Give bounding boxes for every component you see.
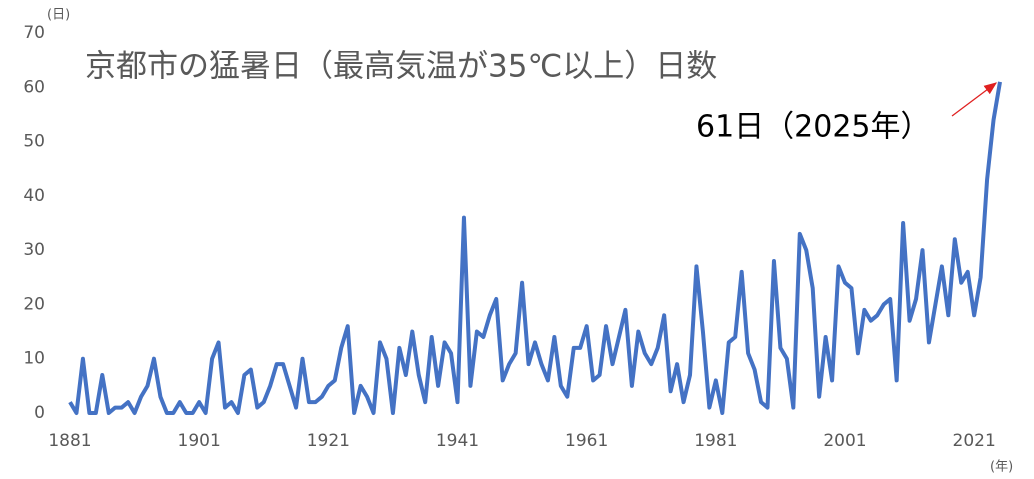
y-tick-label: 0 — [34, 403, 45, 423]
x-tick-label: 1921 — [307, 431, 350, 451]
x-tick-label: 2021 — [953, 431, 996, 451]
y-tick-label: 40 — [23, 186, 45, 206]
x-tick-label: 1941 — [436, 431, 479, 451]
x-tick-label: 1961 — [565, 431, 608, 451]
y-tick-label: 70 — [23, 23, 45, 43]
y-tick-label: 10 — [23, 349, 45, 369]
y-tick-label: 60 — [23, 77, 45, 97]
annotation: 61日（2025年） — [696, 110, 931, 145]
data-line — [68, 81, 1002, 415]
annotation-arrow — [951, 82, 998, 117]
y-unit: (日) — [47, 8, 70, 23]
x-tick-label: 1981 — [694, 431, 737, 451]
x-unit: (年) — [990, 460, 1013, 475]
x-tick-label: 1881 — [48, 431, 91, 451]
y-tick-label: 50 — [23, 132, 45, 152]
chart-title: 京都市の猛暑日（最高気温が35℃以上）日数 — [85, 49, 717, 85]
x-tick-label: 2001 — [823, 431, 866, 451]
y-tick-label: 30 — [23, 240, 45, 260]
y-tick-label: 20 — [23, 294, 45, 314]
x-tick-label: 1901 — [178, 431, 221, 451]
